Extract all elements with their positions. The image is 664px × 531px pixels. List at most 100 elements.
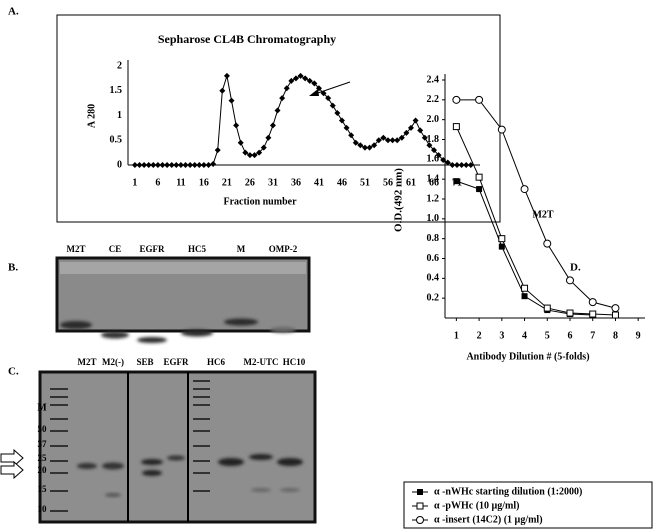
y-tick-label: 1.5 [110, 85, 123, 96]
marker [338, 117, 345, 124]
marker [476, 186, 483, 193]
lane-label: M [237, 244, 246, 254]
y-tick-label: 2.0 [427, 114, 440, 125]
x-tick-label: 6 [155, 177, 160, 188]
gel-band [137, 337, 167, 343]
marker [498, 243, 505, 250]
marker-label: 25 [38, 453, 48, 463]
y-tick-label: 1.4 [427, 173, 440, 184]
marker [611, 311, 619, 319]
marker [251, 152, 258, 159]
marker [219, 87, 226, 94]
marker [320, 90, 327, 97]
marker [475, 173, 483, 181]
marker [426, 142, 433, 149]
ladder-band [50, 404, 68, 406]
marker [366, 144, 373, 151]
marker [223, 72, 230, 79]
lane-label: M2T [67, 244, 86, 254]
gel-band [142, 470, 162, 476]
arrow-head [309, 89, 319, 96]
gel-band [77, 463, 97, 469]
x-tick-label: 56 [383, 177, 393, 188]
lane-label: CE [109, 244, 122, 254]
marker [159, 162, 166, 168]
series-line [455, 126, 616, 316]
marker [467, 162, 474, 168]
marker [348, 132, 355, 139]
marker [136, 162, 143, 168]
lane-label: M2-UTC [244, 357, 279, 367]
marker [237, 139, 244, 146]
x-tick-label: 46 [337, 177, 347, 188]
ladder-band [193, 460, 210, 462]
panel-label: B. [8, 262, 18, 274]
legend-marker [416, 516, 424, 524]
marker [200, 162, 207, 168]
marker [463, 162, 470, 168]
marker [398, 134, 405, 141]
x-tick-label: 1 [132, 177, 137, 188]
y-axis-label: A 280 [86, 104, 97, 128]
gel-band [167, 455, 185, 461]
x-tick-label: 61 [406, 177, 416, 188]
series-line [456, 99, 616, 309]
marker [343, 124, 350, 131]
marker [421, 134, 428, 141]
marker [297, 72, 304, 79]
ladder-band [193, 404, 210, 406]
marker [131, 162, 138, 168]
marker [246, 152, 253, 159]
gel-band [249, 454, 273, 460]
marker [292, 75, 299, 82]
x-tick-label: 6 [568, 330, 573, 341]
ladder-band [50, 510, 68, 512]
marker [315, 85, 322, 92]
y-tick-label: 0.8 [427, 233, 440, 244]
marker [357, 142, 364, 149]
ladder-band [50, 460, 68, 462]
panel-frame [56, 14, 501, 223]
gel-band [218, 458, 244, 466]
marker [187, 162, 194, 168]
marker [274, 107, 281, 114]
marker [543, 304, 551, 312]
y-tick-label: 1.0 [427, 213, 440, 224]
marker [361, 144, 368, 151]
panel-label: D. [570, 262, 581, 274]
marker [191, 162, 198, 168]
x-tick-label: 1 [454, 330, 459, 341]
marker [168, 162, 175, 168]
legend-marker [416, 502, 424, 510]
chart-title: Sepharose CL4B Chromatography [158, 32, 336, 46]
marker [452, 95, 461, 104]
marker [352, 139, 359, 146]
lane-label: M2T [78, 357, 97, 367]
legend [403, 481, 653, 529]
marker [444, 159, 451, 166]
gel-band [277, 458, 303, 466]
x-tick-label: 11 [176, 177, 185, 188]
x-tick-label: 3 [499, 330, 504, 341]
marker [412, 117, 419, 124]
marker-label: 37 [38, 439, 48, 449]
marker [196, 162, 203, 168]
x-tick-label: 7 [590, 330, 595, 341]
gel-band [224, 318, 258, 326]
marker [233, 122, 240, 129]
y-tick-label: 1.8 [427, 134, 440, 145]
gel [38, 370, 317, 524]
x-tick-label: 51 [360, 177, 370, 188]
panel-label: C. [8, 366, 19, 378]
lane-label: OMP-2 [269, 244, 298, 254]
gel-band [101, 331, 129, 339]
gel-band [270, 327, 296, 333]
legend-label: α -pWHc (10 µg/ml) [434, 500, 520, 511]
ladder-band [193, 388, 210, 390]
ladder-band [193, 490, 210, 492]
x-tick-label: 2 [477, 330, 482, 341]
y-tick-label: 2.4 [427, 74, 440, 85]
annotation: M2T [532, 209, 553, 220]
marker [403, 129, 410, 136]
gel-band [60, 321, 92, 329]
